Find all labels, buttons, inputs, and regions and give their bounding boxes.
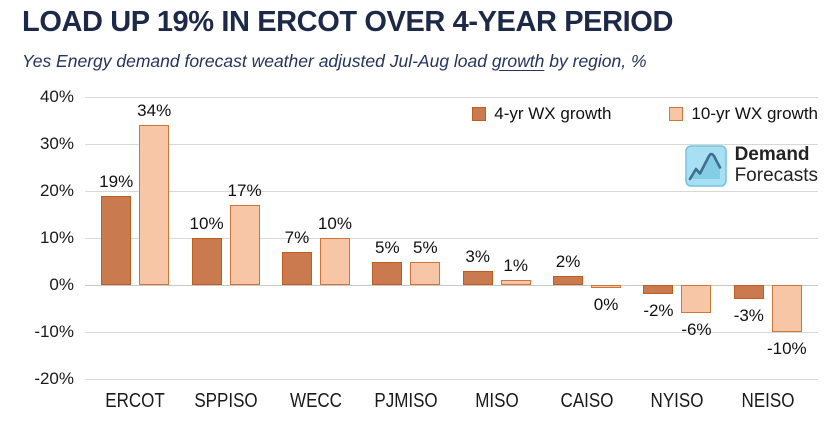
- x-axis-label-ercot: ERCOT: [105, 390, 165, 412]
- page-subtitle: Yes Energy demand forecast weather adjus…: [22, 51, 647, 72]
- x-axis-label-miso: MISO: [474, 390, 519, 412]
- y-axis-tick-label: 10%: [39, 228, 74, 247]
- bar-4yr-wecc: [281, 252, 312, 285]
- gridline: [85, 191, 818, 192]
- bar-10yr-sppiso: [229, 205, 260, 285]
- value-label: -2%: [643, 301, 674, 321]
- bar-4yr-sppiso: [191, 238, 222, 285]
- y-axis-tick-label: -10%: [34, 322, 74, 341]
- bar-10yr-caiso: [591, 285, 622, 288]
- bar-4yr-miso: [462, 270, 493, 285]
- subtitle-prefix: Yes Energy demand forecast weather adjus…: [22, 51, 492, 71]
- bar-10yr-pjmiso: [410, 261, 441, 285]
- y-axis-tick-label: 20%: [39, 181, 74, 200]
- y-axis-tick-label: -20%: [34, 369, 74, 388]
- legend-label: 4-yr WX growth: [494, 104, 612, 123]
- gridline: [85, 238, 818, 239]
- x-axis-label-pjmiso: PJMISO: [374, 390, 438, 412]
- bar-4yr-pjmiso: [372, 261, 403, 285]
- value-label: 17%: [227, 181, 262, 201]
- value-label: 3%: [465, 246, 490, 266]
- bar-4yr-ercot: [101, 195, 132, 285]
- x-axis-label-nyiso: NYISO: [650, 390, 704, 412]
- logo-text: Demand Forecasts: [734, 144, 818, 187]
- value-label: -6%: [681, 320, 712, 340]
- gridline: [85, 332, 818, 333]
- value-label: -10%: [766, 339, 807, 358]
- bar-10yr-nyiso: [681, 285, 712, 314]
- value-label: 5%: [375, 237, 400, 257]
- subtitle-underlined-word: growth: [491, 51, 545, 71]
- legend-item: 10-yr WX growth: [669, 104, 818, 124]
- value-label: 10%: [189, 214, 224, 233]
- y-axis-tick-label: 40%: [39, 87, 74, 106]
- x-axis-label-wecc: WECC: [289, 390, 342, 412]
- gridline: [85, 379, 818, 380]
- bar-4yr-caiso: [553, 275, 584, 285]
- line-chart-icon: [684, 145, 727, 187]
- value-label: 10%: [317, 214, 352, 233]
- value-label: 2%: [555, 251, 581, 271]
- gridline: [85, 144, 818, 145]
- value-label: 34%: [137, 101, 172, 121]
- bar-4yr-neiso: [733, 285, 764, 300]
- y-axis-tick-label: 30%: [39, 134, 74, 153]
- bar-10yr-ercot: [139, 125, 170, 285]
- logo-line1: Demand: [734, 144, 810, 166]
- x-axis-label-caiso: CAISO: [560, 390, 614, 412]
- value-label: 19%: [99, 171, 134, 191]
- gridline: [85, 285, 818, 286]
- value-label: 1%: [503, 256, 528, 276]
- legend: 4-yr WX growth 10-yr WX growth: [472, 104, 818, 124]
- x-axis-label-neiso: NEISO: [741, 390, 795, 412]
- bar-10yr-wecc: [319, 238, 350, 285]
- legend-swatch-icon: [472, 107, 487, 121]
- legend-swatch-icon: [669, 107, 684, 121]
- y-axis-tick-label: 0%: [49, 275, 74, 294]
- page-title: LOAD UP 19% IN ERCOT OVER 4-YEAR PERIOD: [22, 6, 673, 38]
- value-label: 5%: [413, 237, 438, 257]
- logo: Demand Forecasts: [684, 144, 818, 187]
- bar-chart: 40% 30% 20% 10% 0% -10% -20% 19% 34% 10% 17% 7% 10%…: [0, 85, 826, 424]
- value-label: 7%: [284, 228, 310, 248]
- bar-4yr-nyiso: [643, 285, 674, 295]
- bar-10yr-neiso: [771, 285, 802, 332]
- bar-10yr-miso: [500, 280, 531, 285]
- value-label: -3%: [733, 306, 764, 326]
- subtitle-suffix: by region, %: [544, 51, 647, 71]
- legend-item: 4-yr WX growth: [472, 104, 611, 124]
- logo-line2: Forecasts: [734, 165, 818, 186]
- gridline: [85, 97, 818, 98]
- x-axis-label-sppiso: SPPISO: [193, 390, 258, 412]
- value-label: 0%: [593, 294, 619, 314]
- legend-label: 10-yr WX growth: [691, 104, 818, 123]
